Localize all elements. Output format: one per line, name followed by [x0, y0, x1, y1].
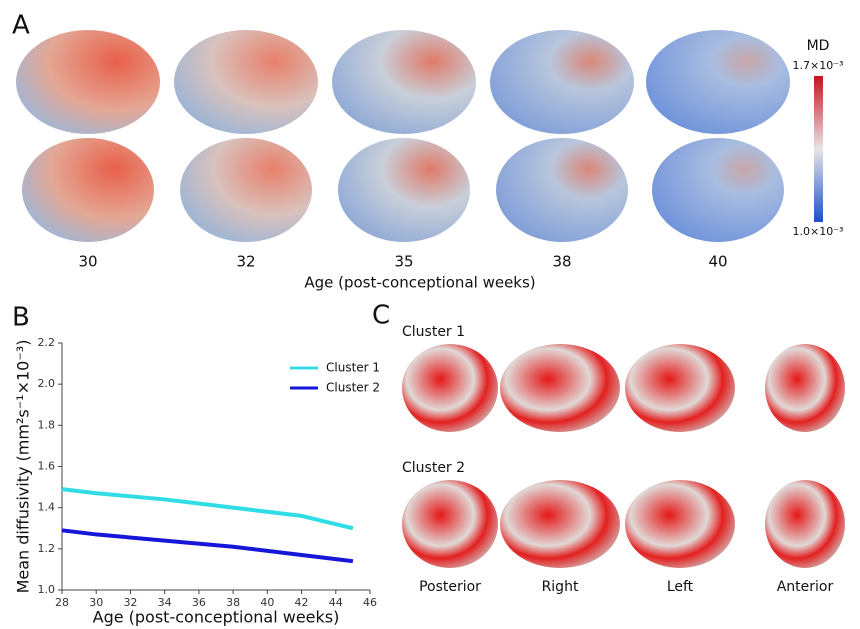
brain-render [402, 480, 498, 568]
x-tick-label: 38 [226, 596, 240, 609]
x-tick-label: 34 [158, 596, 172, 609]
y-tick-label: 1.6 [38, 460, 56, 473]
brain-render [22, 138, 154, 242]
view-label: Posterior [419, 579, 481, 595]
panel-label: C [372, 301, 390, 331]
y-tick-label: 2.2 [38, 336, 56, 349]
x-tick-label: 46 [363, 596, 377, 609]
age-label: 35 [394, 253, 413, 271]
brain-render [765, 344, 845, 432]
y-tick-label: 1.0 [38, 583, 56, 596]
view-label: Anterior [777, 579, 834, 595]
x-tick-label: 42 [295, 596, 309, 609]
view-label: Left [667, 579, 694, 595]
panel-label: B [12, 303, 30, 333]
brain-render [765, 480, 845, 568]
axis-label: Age (post-conceptional weeks) [304, 274, 535, 292]
y-tick-label: 1.4 [38, 501, 56, 514]
brain-render [490, 30, 634, 134]
brain-render [496, 138, 628, 242]
age-label: 40 [708, 253, 727, 271]
legend-label: Cluster 2 [326, 381, 380, 395]
brain-render [180, 138, 312, 242]
x-tick-label: 28 [55, 596, 69, 609]
age-label: 38 [552, 253, 571, 271]
brain-render [652, 138, 784, 242]
legend-label: Cluster 1 [326, 361, 380, 375]
brain-render [625, 344, 735, 432]
row-label: Cluster 2 [402, 460, 465, 476]
brain-render [500, 480, 620, 568]
x-tick-label: 30 [89, 596, 103, 609]
brain-render [174, 30, 318, 134]
panel-label: A [12, 11, 30, 41]
brain-render [500, 344, 620, 432]
brain-render [16, 30, 160, 134]
brain-render [646, 30, 790, 134]
x-tick-label: 40 [260, 596, 274, 609]
colorbar-title: MD [807, 38, 830, 54]
brain-render [625, 480, 735, 568]
brain-render [338, 138, 470, 242]
colorbar [814, 76, 823, 222]
series-line [61, 487, 354, 531]
x-tick-label: 44 [329, 596, 343, 609]
x-tick-label: 36 [192, 596, 206, 609]
x-tick-label: 32 [123, 596, 137, 609]
colorbar-label: 1.7×10⁻³ [793, 59, 844, 72]
brain-render [332, 30, 476, 134]
colorbar-label: 1.0×10⁻³ [793, 225, 844, 238]
series-line [61, 528, 354, 564]
view-label: Right [542, 579, 579, 595]
row-label: Cluster 1 [402, 324, 465, 340]
y-axis-title: Mean diffusivity (mm²s⁻¹×10⁻³) [14, 340, 33, 594]
y-tick-label: 1.2 [38, 542, 56, 555]
y-tick-label: 2.0 [38, 377, 56, 390]
age-label: 32 [236, 253, 255, 271]
brain-render [402, 344, 498, 432]
x-axis-title: Age (post-conceptional weeks) [93, 608, 340, 627]
age-label: 30 [78, 253, 97, 271]
y-tick-label: 1.8 [38, 418, 56, 431]
